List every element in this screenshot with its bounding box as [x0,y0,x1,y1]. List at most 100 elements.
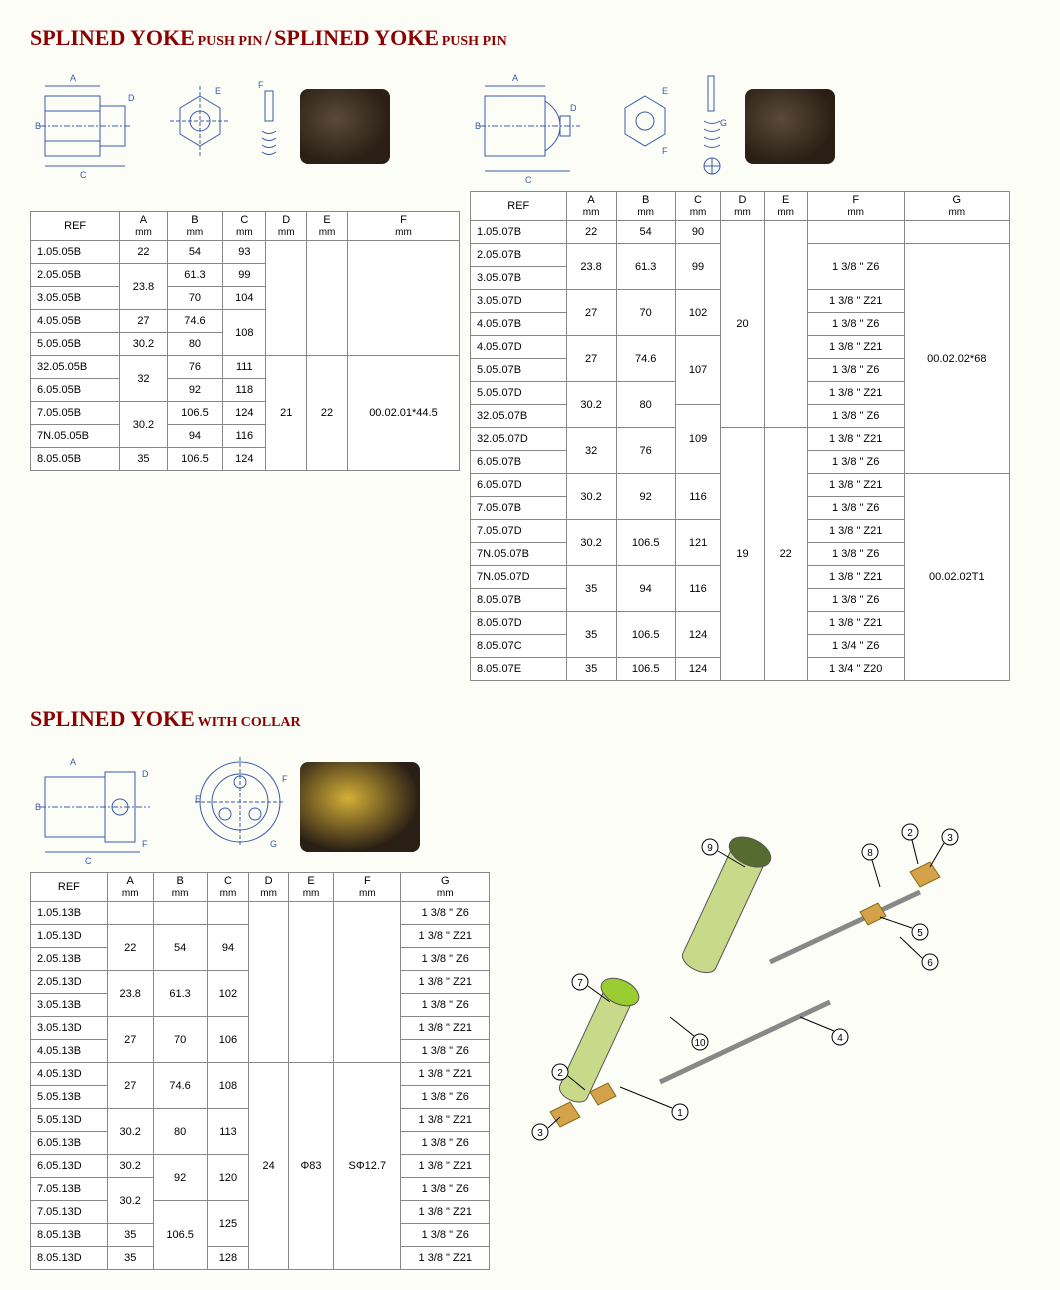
value-cell: 35 [566,658,616,681]
svg-text:F: F [282,774,288,784]
ref-cell: 8.05.07E [471,658,567,681]
col-header: Cmm [207,873,249,902]
value-cell: 116 [675,566,721,612]
col-header: Cmm [223,212,266,241]
value-cell: 102 [675,290,721,336]
value-cell: 99 [675,244,721,290]
svg-text:E: E [662,86,668,96]
pin-diagram-1: F [250,76,290,176]
value-cell: 30.2 [107,1109,153,1155]
value-cell: 109 [675,405,721,474]
title1-sm: PUSH PIN [198,34,263,49]
value-cell: 32 [120,356,167,402]
table-row: 4.05.13D2774.610824Φ83SΦ12.71 3/8 " Z21 [31,1063,490,1086]
value-cell: 23.8 [120,264,167,310]
svg-text:10: 10 [694,1038,706,1049]
ref-cell: 7N.05.07D [471,566,567,589]
col-header: Amm [107,873,153,902]
value-cell [107,902,153,925]
value-cell: 1 3/8 " Z6 [401,1040,490,1063]
value-cell: 1 3/8 " Z6 [807,244,904,290]
callout-4: 4 [800,1017,848,1045]
col-header: Emm [307,212,348,241]
ref-cell: 8.05.13D [31,1247,108,1270]
value-cell: SΦ12.7 [334,1063,401,1270]
page-title-1: SPLINED YOKE PUSH PIN / SPLINED YOKE PUS… [30,25,1030,51]
value-cell: 121 [675,520,721,566]
col-header: Amm [120,212,167,241]
value-cell: 1 3/8 " Z21 [807,520,904,543]
col-header: Bmm [153,873,207,902]
callout-8: 8 [862,844,880,887]
value-cell: 70 [167,287,223,310]
ref-cell: 5.05.07B [471,359,567,382]
value-cell: 94 [167,425,223,448]
svg-text:5: 5 [917,928,923,939]
svg-text:B: B [35,121,41,131]
value-cell: 19 [721,428,764,681]
value-cell: 106 [207,1017,249,1063]
value-cell: 94 [616,566,675,612]
ref-cell: 7.05.13D [31,1201,108,1224]
title1-big: SPLINED YOKE [30,25,195,50]
svg-text:G: G [270,839,277,849]
value-cell: 106.5 [616,658,675,681]
ref-cell: 4.05.05B [31,310,120,333]
value-cell: 27 [566,336,616,382]
diagram-row-1: A B C D E F [30,66,460,186]
col-header: Fmm [807,192,904,221]
ref-cell: 6.05.13B [31,1132,108,1155]
callout-5: 5 [880,917,928,940]
value-cell: 22 [307,356,348,471]
col-header: Bmm [167,212,223,241]
svg-text:9: 9 [707,843,713,854]
value-cell: 1 3/8 " Z21 [807,612,904,635]
value-cell: 116 [223,425,266,448]
ref-cell: 7.05.05B [31,402,120,425]
value-cell: 61.3 [167,264,223,287]
value-cell: 1 3/8 " Z6 [401,1086,490,1109]
value-cell: 20 [721,221,764,428]
ref-cell: 4.05.07D [471,336,567,359]
ref-cell: 2.05.13D [31,971,108,994]
value-cell: 1 3/8 " Z21 [807,474,904,497]
svg-text:6: 6 [927,958,933,969]
col-header: Dmm [721,192,764,221]
table-row: 1.05.07B22549020 [471,221,1010,244]
value-cell: 22 [120,241,167,264]
value-cell: 99 [223,264,266,287]
assembly-drawing: 1 2 3 4 5 6 7 8 9 10 2 3 [500,792,980,1142]
svg-text:D: D [142,769,149,779]
table-row: 1.05.05B225493 [31,241,460,264]
ref-cell: 32.05.07D [471,428,567,451]
ref-cell: 3.05.07D [471,290,567,313]
value-cell: 54 [153,925,207,971]
value-cell: 80 [153,1109,207,1155]
title3-sm: WITH COLLAR [198,715,301,730]
value-cell: 1 3/8 " Z21 [401,1155,490,1178]
col-header: REF [31,212,120,241]
ref-cell: 4.05.07B [471,313,567,336]
ref-cell: 3.05.13B [31,994,108,1017]
value-cell: 124 [675,612,721,658]
value-cell [207,902,249,925]
svg-text:B: B [475,121,481,131]
value-cell: 124 [223,448,266,471]
col-header: Gmm [904,192,1009,221]
value-cell: 1 3/8 " Z21 [807,290,904,313]
ref-cell: 1.05.05B [31,241,120,264]
ref-cell: 3.05.13D [31,1017,108,1040]
svg-text:C: C [525,175,532,185]
ref-cell: 7.05.13B [31,1178,108,1201]
svg-text:1: 1 [677,1108,683,1119]
value-cell: 23.8 [566,244,616,290]
ref-cell: 2.05.13B [31,948,108,971]
ref-cell: 3.05.07B [471,267,567,290]
svg-text:2: 2 [907,828,913,839]
value-cell: 102 [207,971,249,1017]
ref-cell: 8.05.13B [31,1224,108,1247]
spec-table-2: REFAmmBmmCmmDmmEmmFmmGmm1.05.07B22549020… [470,191,1010,681]
ref-cell: 1.05.07B [471,221,567,244]
value-cell: 1 3/8 " Z21 [401,925,490,948]
value-cell: 27 [566,290,616,336]
